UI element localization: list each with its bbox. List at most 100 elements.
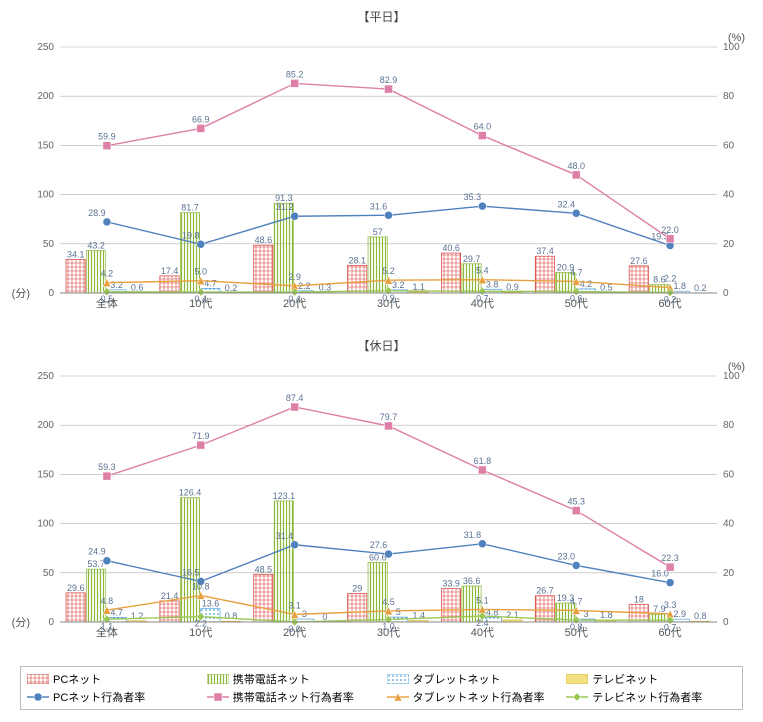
svg-text:29.7: 29.7 [463,254,481,264]
svg-text:4.5: 4.5 [382,597,395,607]
svg-text:5.0: 5.0 [195,267,208,277]
chart-panel: 【平日】050100150200250020406080100(分)(%)34.… [0,8,763,327]
svg-text:0: 0 [723,617,729,628]
svg-text:48.0: 48.0 [567,161,585,171]
svg-text:200: 200 [37,91,54,102]
svg-text:79.7: 79.7 [380,412,398,422]
legend-item: テレビネット [566,671,736,687]
svg-text:16.5: 16.5 [182,567,200,577]
chart-title: 【平日】 [0,8,763,25]
bar [535,256,554,293]
svg-text:0.8: 0.8 [570,622,583,632]
svg-text:43.2: 43.2 [87,240,105,250]
svg-text:24.9: 24.9 [88,547,106,557]
svg-text:60: 60 [723,140,735,151]
bar [180,498,199,622]
bar [348,593,367,622]
svg-text:4.2: 4.2 [580,279,593,289]
svg-text:5.2: 5.2 [382,266,395,276]
svg-text:59.9: 59.9 [98,132,116,142]
legend-item: 携帯電話ネット行為者率 [207,689,377,705]
svg-text:13.6: 13.6 [202,599,220,609]
svg-text:2.2: 2.2 [664,274,677,284]
bar [160,276,179,293]
svg-text:31.6: 31.6 [370,201,388,211]
svg-text:10.8: 10.8 [192,581,210,591]
bar [368,237,387,293]
svg-text:0.6: 0.6 [570,294,583,304]
svg-text:35.3: 35.3 [464,192,482,202]
svg-text:4.7: 4.7 [570,267,583,277]
legend-item: タブレットネット [387,671,557,687]
bar [160,601,179,622]
svg-text:3.1: 3.1 [288,600,301,610]
svg-text:31.2: 31.2 [276,202,294,212]
chart-panel: 【休日】050100150200250020406080100(分)(%)29.… [0,337,763,656]
svg-text:27.6: 27.6 [630,256,648,266]
svg-text:31.8: 31.8 [464,530,482,540]
svg-text:40.6: 40.6 [442,243,460,253]
legend-label: タブレットネット行為者率 [413,689,545,705]
svg-text:45.3: 45.3 [567,497,585,507]
svg-text:100: 100 [37,519,54,530]
svg-text:17.4: 17.4 [161,266,179,276]
svg-text:48.5: 48.5 [255,564,273,574]
svg-text:4.7: 4.7 [570,596,583,606]
svg-text:1.1: 1.1 [101,621,114,631]
svg-text:22.3: 22.3 [661,553,679,563]
svg-text:100: 100 [37,190,54,201]
svg-text:53.7: 53.7 [87,559,105,569]
svg-text:23.0: 23.0 [557,551,575,561]
legend: PCネット携帯電話ネットタブレットネットテレビネットPCネット行為者率携帯電話ネ… [20,666,743,710]
legend-label: PCネット [53,671,101,687]
svg-text:80: 80 [723,91,735,102]
bar [254,245,273,293]
svg-text:27.6: 27.6 [370,540,388,550]
svg-text:29.6: 29.6 [67,583,85,593]
svg-text:57: 57 [373,227,383,237]
svg-text:2.2: 2.2 [195,619,208,629]
legend-item: テレビネット行為者率 [566,689,736,705]
svg-text:3.3: 3.3 [664,600,677,610]
svg-text:33.9: 33.9 [442,579,460,589]
svg-text:87.4: 87.4 [286,393,304,403]
bar [441,253,460,293]
svg-text:80: 80 [723,420,735,431]
svg-text:2.4: 2.4 [476,618,489,628]
svg-text:0.8: 0.8 [225,611,238,621]
svg-text:18: 18 [634,594,644,604]
svg-text:(分): (分) [12,616,30,629]
svg-text:250: 250 [37,371,54,382]
svg-text:0.2: 0.2 [694,283,707,293]
svg-text:123.1: 123.1 [273,491,296,501]
svg-text:1.0: 1.0 [382,622,395,632]
svg-text:28.1: 28.1 [349,255,367,265]
svg-text:22.0: 22.0 [661,225,679,235]
legend-label: テレビネット行為者率 [592,689,702,705]
svg-text:40: 40 [723,190,735,201]
svg-text:20: 20 [723,568,735,579]
svg-text:5.4: 5.4 [476,266,489,276]
svg-text:71.9: 71.9 [192,431,210,441]
svg-text:0.2: 0.2 [225,283,238,293]
svg-text:2.9: 2.9 [674,609,687,619]
svg-text:5: 5 [396,607,401,617]
svg-text:60: 60 [723,469,735,480]
svg-text:40: 40 [723,519,735,530]
svg-text:200: 200 [37,420,54,431]
svg-text:2.9: 2.9 [288,272,301,282]
bar [66,259,85,293]
svg-text:50: 50 [43,239,55,250]
svg-text:34.1: 34.1 [67,249,85,259]
svg-text:26.7: 26.7 [536,586,554,596]
svg-text:3.8: 3.8 [486,279,499,289]
svg-text:5.1: 5.1 [476,595,489,605]
svg-text:0.7: 0.7 [664,622,677,632]
svg-text:32.4: 32.4 [557,199,575,209]
svg-text:4.2: 4.2 [101,269,114,279]
svg-text:0.5: 0.5 [101,294,114,304]
bar [368,562,387,622]
svg-text:0.4: 0.4 [288,294,301,304]
svg-text:50: 50 [43,568,55,579]
legend-item: タブレットネット行為者率 [387,689,557,705]
